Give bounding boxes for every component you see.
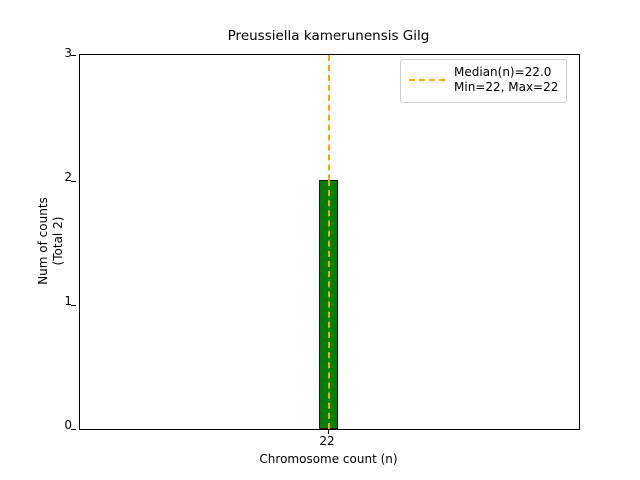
- chart-legend: Median(n)=22.0 Min=22, Max=22: [400, 59, 568, 103]
- x-tick-mark-22: [328, 429, 329, 434]
- median-vline-overlay: [328, 180, 330, 429]
- legend-entry-median: Median(n)=22.0 Min=22, Max=22: [409, 65, 558, 96]
- x-tick-label-22: 22: [319, 434, 335, 448]
- y-tick-mark-2: [71, 181, 76, 182]
- y-tick-label-0: 0: [64, 418, 72, 432]
- y-tick-mark-1: [71, 305, 76, 306]
- y-tick-label-3: 3: [64, 46, 72, 60]
- legend-minmax-label: Min=22, Max=22: [454, 80, 559, 95]
- plot-area: [71, 54, 580, 434]
- x-tick-label-group: 22: [79, 434, 578, 452]
- y-tick-label-group: 0 1 2 3: [40, 46, 72, 432]
- legend-entry-text: Median(n)=22.0 Min=22, Max=22: [454, 65, 558, 96]
- y-tick-label-1: 1: [64, 294, 72, 308]
- y-tick-mark-3: [71, 55, 76, 56]
- dashed-line-icon: [409, 74, 445, 86]
- y-tick-label-2: 2: [64, 170, 72, 184]
- plot-inner: [80, 55, 579, 429]
- x-axis-label: Chromosome count (n): [259, 452, 398, 466]
- legend-median-label: Median(n)=22.0: [454, 65, 552, 79]
- chart-title: Preussiella kamerunensis Gilg: [227, 28, 430, 44]
- y-tick-mark-0: [71, 429, 76, 430]
